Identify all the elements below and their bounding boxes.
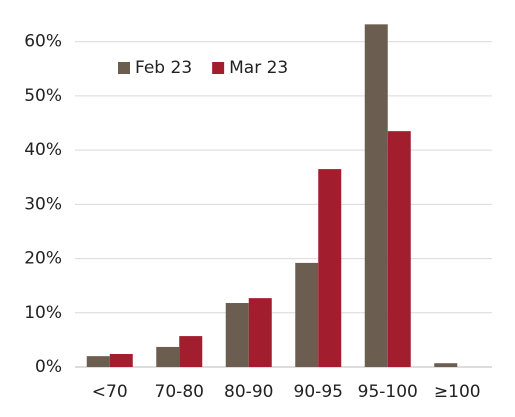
y-tick-label: 0% [35,357,62,377]
legend-swatch [212,62,225,74]
bar [225,303,249,367]
bar [387,131,411,367]
y-tick-label: 50% [24,86,62,106]
y-tick-label: 40% [24,140,62,160]
bar [86,356,110,367]
y-tick-label: 20% [24,249,62,269]
x-tick-label: 95-100 [358,382,418,402]
bar [318,169,342,367]
x-tick-label: 90-95 [294,382,343,402]
legend-label: Feb 23 [135,58,192,78]
bar [434,363,458,367]
bar [248,298,272,367]
x-tick-label: ≥100 [434,382,481,402]
y-tick-label: 10% [24,303,62,323]
bar [295,262,319,367]
legend-swatch [118,62,130,74]
x-tick-label: <70 [92,382,128,402]
y-tick-label: 30% [24,194,62,214]
bar [179,336,203,367]
bar [364,24,388,368]
x-tick-label: 70-80 [155,382,204,402]
bar [109,353,133,367]
x-tick-label: 80-90 [224,382,273,402]
legend-label: Mar 23 [229,58,288,78]
y-tick-label: 60% [24,32,62,52]
bar [156,346,180,367]
